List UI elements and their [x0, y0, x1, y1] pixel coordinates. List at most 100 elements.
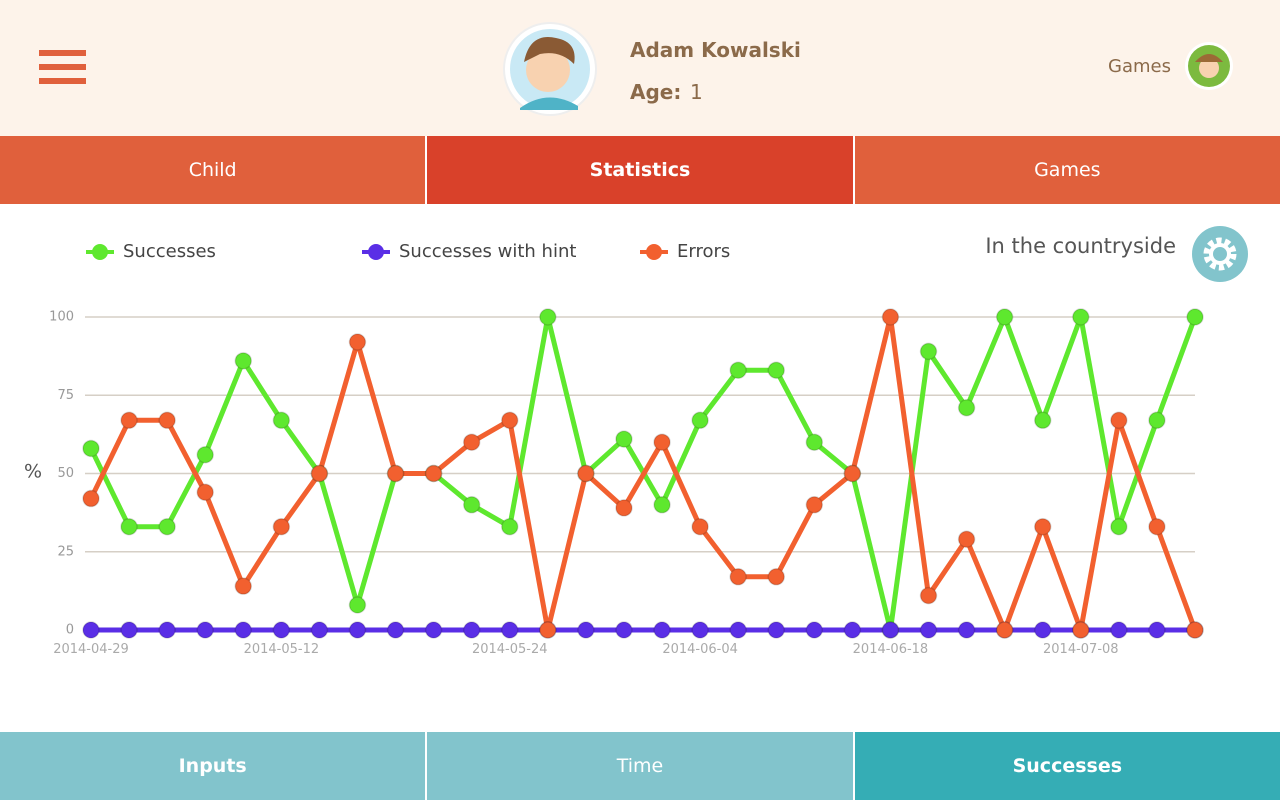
y-tick-label: 75 [57, 388, 74, 403]
data-point [234, 352, 253, 370]
tab[interactable]: Child [0, 136, 428, 204]
x-tick-label: 2014-07-08 [1043, 642, 1119, 657]
y-tick-label: 100 [49, 310, 74, 325]
data-point [348, 621, 367, 639]
data-point [995, 308, 1014, 326]
data-point [691, 411, 709, 430]
avatar-shirt [520, 97, 578, 110]
chart: In the countryside % 0 25 50 75 100 2014-04-2… [24, 226, 1248, 657]
data-point [196, 483, 214, 502]
y-tick-label: 0 [66, 623, 74, 638]
settings-gear-inner [1209, 243, 1231, 265]
data-point [691, 621, 709, 639]
legend-marker [368, 244, 384, 260]
legend-marker [92, 244, 108, 260]
tab[interactable]: Statistics [427, 136, 855, 204]
data-point [919, 586, 938, 605]
age-label: Age: [630, 80, 681, 104]
top-tabs: Child Statistics Games [0, 136, 1280, 204]
tab[interactable]: Successes [854, 732, 1280, 800]
tab[interactable]: Time [427, 732, 855, 800]
data-point [1148, 411, 1166, 430]
avatar-face [526, 48, 570, 92]
data-point [424, 464, 443, 483]
chart-title: In the countryside [985, 234, 1176, 258]
data-point [995, 621, 1014, 639]
data-point [767, 361, 785, 379]
menu-bar [39, 64, 86, 70]
avatar [503, 22, 597, 116]
data-point [348, 596, 367, 614]
legend-label: Errors [677, 241, 730, 262]
settings-gear [1203, 237, 1237, 271]
y-tick-label: 25 [57, 544, 74, 559]
data-point [539, 308, 557, 326]
data-point [501, 517, 519, 536]
data-point [462, 433, 481, 451]
data-point [120, 621, 138, 639]
data-point [120, 517, 138, 536]
data-point [501, 411, 519, 430]
data-point [843, 621, 862, 639]
data-point [1186, 621, 1204, 639]
data-point [539, 621, 557, 639]
data-point [272, 517, 291, 536]
tab[interactable]: Inputs [0, 732, 428, 800]
data-point [82, 489, 100, 508]
data-point [1033, 517, 1052, 536]
data-point [729, 361, 747, 379]
games-icon-hat [1195, 54, 1223, 62]
data-point [120, 411, 138, 430]
data-point [1110, 517, 1128, 536]
data-point [310, 621, 329, 639]
menu-bar [39, 50, 86, 56]
data-point [881, 308, 900, 326]
games-icon[interactable] [1185, 42, 1233, 90]
data-point [881, 621, 900, 639]
data-point [196, 445, 214, 464]
data-point [919, 621, 938, 639]
data-point [805, 496, 824, 514]
header-graphics: Adam Kowalski Age: 1 Games [39, 22, 1233, 116]
x-tick-label: 2014-05-12 [244, 642, 320, 657]
data-point [158, 621, 176, 639]
data-point [615, 621, 633, 639]
data-point [653, 433, 671, 451]
data-point [957, 530, 976, 548]
data-point [919, 342, 938, 361]
bottom-tabs: Inputs Time Successes [0, 732, 1280, 800]
data-point [1033, 411, 1052, 430]
settings-button[interactable] [1192, 226, 1248, 282]
data-point [653, 496, 671, 514]
y-tick-label: 50 [57, 466, 74, 481]
data-point [386, 621, 405, 639]
data-point [196, 621, 214, 639]
data-point [767, 568, 785, 586]
data-point [615, 499, 633, 517]
games-icon-face [1199, 58, 1219, 78]
data-point [1072, 621, 1090, 639]
data-point [82, 621, 100, 639]
data-point [653, 621, 671, 639]
data-point [767, 621, 785, 639]
data-point [729, 621, 747, 639]
data-point [1110, 621, 1128, 639]
data-point [82, 439, 100, 458]
data-point [805, 433, 824, 451]
data-point [1033, 621, 1052, 639]
settings-bg [1192, 226, 1248, 282]
games-link[interactable]: Games [1108, 56, 1171, 77]
data-point [462, 496, 481, 514]
data-point [615, 430, 633, 448]
y-axis-label: % [24, 461, 42, 483]
x-tick-label: 2014-06-18 [853, 642, 929, 657]
header: Adam Kowalski Age: 1 Games [0, 0, 1280, 136]
data-point [577, 464, 595, 483]
legend-label: Successes with hint [399, 241, 576, 262]
data-point [957, 621, 976, 639]
data-point [272, 621, 291, 639]
data-point [234, 621, 253, 639]
tab[interactable]: Games [854, 136, 1280, 204]
menu-button[interactable] [39, 50, 86, 84]
